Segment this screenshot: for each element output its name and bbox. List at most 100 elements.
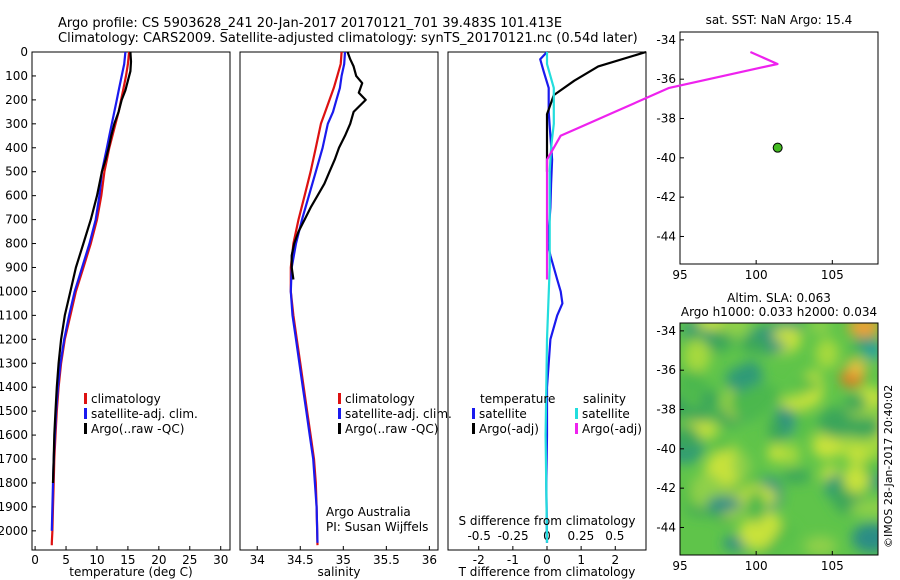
sla-blob [721, 323, 751, 338]
sla-blob [851, 523, 878, 553]
sla-blob [815, 338, 839, 369]
map-ytick-label: -42 [656, 190, 676, 204]
legend-label-temp-argo: Argo(-adj) [479, 422, 539, 436]
legend-swatch-satellite [338, 408, 341, 419]
salinity-panel [239, 51, 439, 551]
legend-label-sal-argo: Argo(-adj) [582, 422, 642, 436]
sla-blob [781, 469, 811, 484]
difference-x2label: S difference from climatology [459, 514, 636, 528]
xtick-label: 30 [213, 553, 228, 567]
salinity-xlabel: salinity [317, 565, 360, 579]
sla-blob [865, 344, 878, 360]
temperature-xlabel: temperature (deg C) [69, 565, 192, 579]
x2tick-label: -0.25 [498, 529, 529, 543]
sla-blob [844, 393, 868, 412]
ytick-label: 500 [5, 165, 28, 179]
series-line [544, 52, 555, 543]
xtick-label: 15 [120, 553, 135, 567]
salinity-legend: climatology satellite-adj. clim. Argo(..… [338, 392, 452, 436]
series-line [545, 50, 647, 172]
series-line [50, 51, 131, 546]
sla-map-panel [679, 322, 879, 556]
ytick-label: 300 [5, 117, 28, 131]
x2tick-label: 0.25 [568, 529, 595, 543]
sla-blob [848, 323, 878, 337]
map-xtick-label: 105 [821, 559, 844, 573]
xtick-label: 0 [543, 553, 551, 567]
sla-blob [738, 516, 775, 550]
ytick-label: 1800 [0, 476, 28, 490]
map-xtick-label: 100 [745, 559, 768, 573]
legend-label-argo: Argo(..raw -QC) [345, 422, 438, 436]
map-xtick-label: 95 [672, 268, 687, 282]
ytick-label: 1500 [0, 404, 28, 418]
map-xtick-label: 95 [672, 559, 687, 573]
sla-blob [847, 446, 867, 463]
temperature-legend: climatology satellite-adj. clim. Argo(..… [84, 392, 198, 436]
map-ytick-label: -38 [656, 403, 676, 417]
map-ytick-label: -34 [656, 324, 676, 338]
header-line1: Argo profile: CS 5903628_241 20-Jan-2017… [58, 16, 562, 31]
xtick-label: 2 [611, 553, 619, 567]
xtick-label: 20 [151, 553, 166, 567]
legend-label-argo: Argo(..raw -QC) [91, 422, 184, 436]
ytick-label: 1400 [0, 380, 28, 394]
sla-heatmap [680, 323, 878, 555]
map-ytick-label: -36 [656, 72, 676, 86]
ytick-label: 100 [5, 69, 28, 83]
header-line2: Climatology: CARS2009. Satellite-adjuste… [58, 31, 638, 46]
legend-label-satellite: satellite-adj. clim. [345, 407, 452, 421]
sla-blob [725, 366, 757, 393]
legend-label-sal-satellite: satellite [582, 407, 630, 421]
sla-blob [707, 439, 733, 452]
ytick-label: 900 [5, 260, 28, 274]
map-ytick-label: -36 [656, 363, 676, 377]
ytick-label: 2000 [0, 524, 28, 538]
ytick-label: 0 [20, 45, 28, 59]
ytick-label: 400 [5, 141, 28, 155]
xtick-label: 34.5 [287, 553, 314, 567]
sla-blob [847, 360, 867, 376]
sla-blob [772, 327, 802, 344]
xtick-label: 35.5 [373, 553, 400, 567]
series-line [51, 51, 133, 484]
legend-swatch-sal-argo [575, 423, 578, 434]
legend-swatch-argo [84, 423, 87, 434]
sla-map-subtitle: Argo h1000: 0.033 h2000: 0.034 [681, 305, 877, 319]
sla-map-title: Altim. SLA: 0.063 [727, 291, 831, 305]
sla-blob [732, 452, 751, 480]
legend-swatch-temp-satellite [472, 408, 475, 419]
sla-blob [680, 425, 700, 451]
legend-label-climatology: climatology [345, 392, 415, 406]
legend-label-satellite: satellite-adj. clim. [91, 407, 198, 421]
sla-blob [843, 464, 870, 494]
sla-blob [706, 495, 743, 513]
xtick-label: 5 [62, 553, 70, 567]
legend-swatch-argo [338, 423, 341, 434]
xtick-label: 35 [336, 553, 351, 567]
difference-legend: temperature salinity satellite Argo(-adj… [472, 392, 642, 436]
series-line [545, 50, 779, 280]
ytick-label: 1700 [0, 452, 28, 466]
sla-blob [695, 323, 730, 331]
float-marker [772, 142, 783, 153]
sla-blob [793, 378, 820, 393]
ytick-label: 600 [5, 189, 28, 203]
legend-swatch-sal-satellite [575, 408, 578, 419]
legend-swatch-climatology [338, 393, 341, 404]
legend-title-salinity: salinity [583, 392, 626, 406]
position-map-title: sat. SST: NaN Argo: 15.4 [706, 13, 853, 27]
xtick-label: 10 [89, 553, 104, 567]
ytick-label: 1100 [0, 308, 28, 322]
xtick-label: -1 [507, 553, 519, 567]
series-line [289, 51, 343, 546]
temperature-panel [31, 51, 231, 551]
legend-label-climatology: climatology [91, 392, 161, 406]
legend-title-temperature: temperature [480, 392, 555, 406]
xtick-label: -2 [473, 553, 485, 567]
sla-blob [683, 338, 711, 373]
ytick-label: 1300 [0, 356, 28, 370]
sla-blob [745, 490, 767, 523]
series-line [289, 51, 347, 543]
